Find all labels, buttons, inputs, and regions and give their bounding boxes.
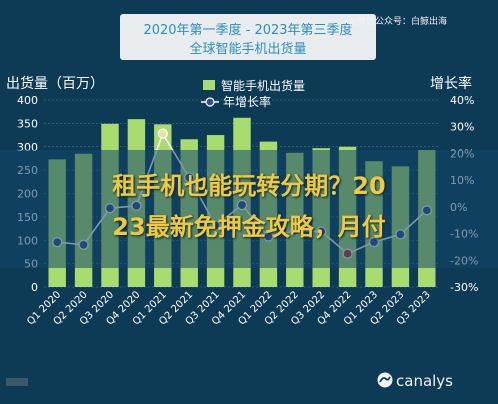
y-right-tick-label: -30% — [450, 281, 478, 294]
overlay-banner — [0, 150, 498, 268]
title-box: 2020年第一季度 - 2023年第三季度 全球智能手机出货量 — [120, 14, 376, 60]
banner-headline-line2: 23最新免押金攻略，月付 — [112, 213, 386, 241]
y-right-tick-label: 30% — [450, 121, 474, 134]
canalys-logo-icon — [377, 372, 393, 388]
legend-label-bar: 智能手机出货量 — [221, 78, 305, 93]
legend-swatch-bar — [203, 80, 215, 90]
corner-mark — [6, 378, 28, 386]
y-left-tick-label: 0 — [31, 281, 38, 294]
chart-title-line2: 全球智能手机出货量 — [189, 42, 307, 57]
y-right-axis-label: 增长率 — [430, 75, 472, 92]
chart-title-line1: 2020年第一季度 - 2023年第三季度 — [143, 23, 353, 38]
legend-label-line: 年增长率 — [223, 94, 271, 109]
banner-headline-line1: 租手机也能玩转分期？20 — [112, 172, 386, 200]
y-left-axis-label: 出货量（百万） — [6, 75, 104, 92]
line-point — [157, 128, 168, 139]
y-left-tick-label: 350 — [17, 117, 38, 130]
watermark-text: @微信公众号：白鲸出海 — [348, 17, 448, 27]
legend-swatch-marker — [205, 97, 215, 107]
brand-name: canalys — [396, 372, 453, 390]
y-left-tick-label: 400 — [17, 94, 38, 107]
y-right-tick-label: 40% — [450, 94, 474, 107]
